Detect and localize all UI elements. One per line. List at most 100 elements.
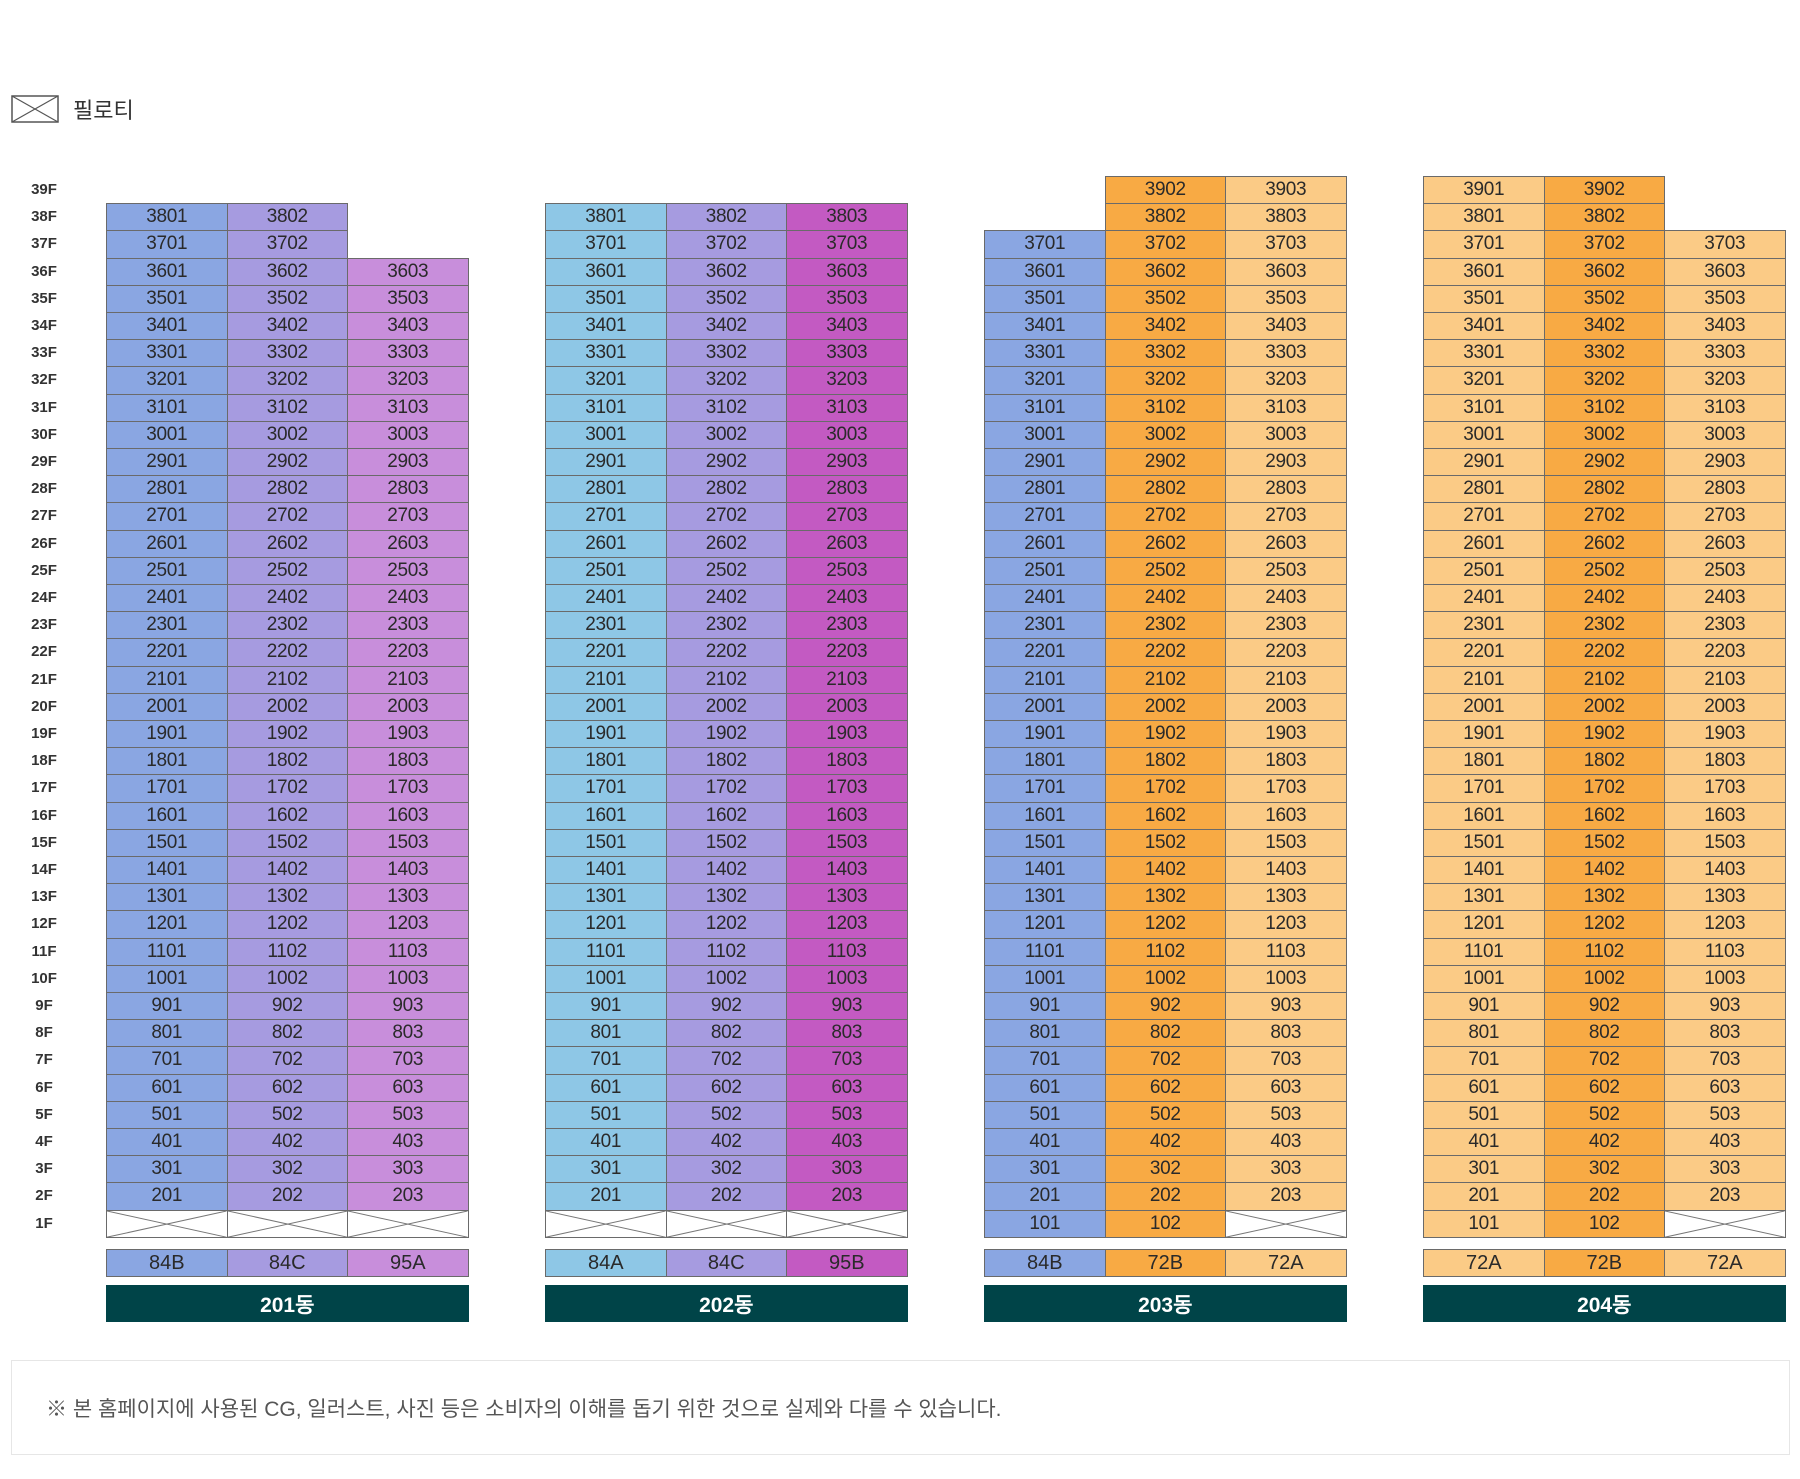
unit-cell[interactable]: 2802 <box>1543 475 1665 504</box>
unit-cell[interactable]: 402 <box>1104 1128 1226 1157</box>
unit-cell[interactable]: 2003 <box>347 692 469 721</box>
unit-cell[interactable]: 3802 <box>1543 203 1665 232</box>
unit-cell[interactable]: 301 <box>1423 1155 1545 1184</box>
unit-cell[interactable]: 2101 <box>545 665 667 694</box>
unit-cell[interactable]: 2703 <box>786 502 908 531</box>
unit-cell[interactable]: 3202 <box>1104 366 1226 395</box>
unit-cell[interactable]: 2803 <box>786 475 908 504</box>
unit-cell[interactable]: 1503 <box>347 828 469 857</box>
unit-cell[interactable]: 303 <box>347 1155 469 1184</box>
unit-cell[interactable]: 3401 <box>106 312 228 341</box>
unit-cell[interactable]: 302 <box>226 1155 348 1184</box>
unit-cell[interactable]: 3302 <box>226 339 348 368</box>
unit-cell[interactable]: 1003 <box>786 964 908 993</box>
unit-cell[interactable]: 3603 <box>1664 257 1786 286</box>
unit-cell[interactable]: 1601 <box>106 801 228 830</box>
unit-cell[interactable]: 1502 <box>1543 828 1665 857</box>
unit-cell[interactable]: 2701 <box>106 502 228 531</box>
unit-cell[interactable]: 1703 <box>786 774 908 803</box>
unit-cell[interactable]: 603 <box>1225 1073 1347 1102</box>
unit-cell[interactable]: 701 <box>106 1046 228 1075</box>
unit-cell[interactable]: 3703 <box>1225 230 1347 259</box>
unit-cell[interactable]: 603 <box>786 1073 908 1102</box>
unit-cell[interactable]: 1301 <box>1423 883 1545 912</box>
unit-cell[interactable]: 2902 <box>1104 448 1226 477</box>
unit-cell[interactable]: 403 <box>347 1128 469 1157</box>
unit-cell[interactable]: 1902 <box>665 720 787 749</box>
unit-cell[interactable]: 2602 <box>226 529 348 558</box>
unit-cell[interactable]: 2303 <box>1664 611 1786 640</box>
unit-cell[interactable]: 2201 <box>1423 638 1545 667</box>
unit-cell[interactable]: 3002 <box>226 420 348 449</box>
unit-cell[interactable]: 2702 <box>1543 502 1665 531</box>
unit-cell[interactable]: 2202 <box>1543 638 1665 667</box>
unit-cell[interactable]: 3501 <box>106 284 228 313</box>
unit-cell[interactable]: 2403 <box>347 584 469 613</box>
unit-cell[interactable]: 2701 <box>984 502 1106 531</box>
unit-cell[interactable]: 3501 <box>545 284 667 313</box>
unit-cell[interactable]: 3603 <box>786 257 908 286</box>
unit-cell[interactable]: 3901 <box>1423 176 1545 205</box>
unit-cell[interactable]: 901 <box>545 992 667 1021</box>
unit-cell[interactable]: 1301 <box>984 883 1106 912</box>
unit-cell[interactable]: 1102 <box>665 937 787 966</box>
unit-cell[interactable]: 502 <box>665 1100 787 1129</box>
unit-cell[interactable]: 1002 <box>226 964 348 993</box>
unit-cell[interactable]: 3802 <box>1104 203 1226 232</box>
unit-cell[interactable]: 703 <box>1664 1046 1786 1075</box>
unit-cell[interactable]: 2003 <box>1225 692 1347 721</box>
unit-cell[interactable]: 1603 <box>786 801 908 830</box>
unit-cell[interactable]: 1903 <box>1664 720 1786 749</box>
unit-cell[interactable]: 2103 <box>1225 665 1347 694</box>
unit-cell[interactable]: 2601 <box>984 529 1106 558</box>
unit-cell[interactable]: 3402 <box>226 312 348 341</box>
unit-cell[interactable]: 2403 <box>1225 584 1347 613</box>
unit-cell[interactable]: 902 <box>226 992 348 1021</box>
unit-cell[interactable]: 1602 <box>1543 801 1665 830</box>
unit-cell[interactable]: 3202 <box>1543 366 1665 395</box>
unit-cell[interactable]: 1203 <box>347 910 469 939</box>
unit-cell[interactable]: 2603 <box>1664 529 1786 558</box>
unit-cell[interactable]: 1202 <box>665 910 787 939</box>
unit-cell[interactable]: 101 <box>984 1209 1106 1238</box>
unit-cell[interactable]: 3601 <box>545 257 667 286</box>
unit-cell[interactable]: 602 <box>1104 1073 1226 1102</box>
unit-cell[interactable]: 1103 <box>1664 937 1786 966</box>
unit-cell[interactable]: 3701 <box>984 230 1106 259</box>
unit-cell[interactable]: 3602 <box>1104 257 1226 286</box>
unit-cell[interactable]: 501 <box>984 1100 1106 1129</box>
unit-cell[interactable]: 3702 <box>1104 230 1226 259</box>
unit-cell[interactable]: 2903 <box>347 448 469 477</box>
unit-cell[interactable]: 401 <box>545 1128 667 1157</box>
unit-cell[interactable]: 401 <box>106 1128 228 1157</box>
unit-cell[interactable]: 1801 <box>106 747 228 776</box>
unit-cell[interactable]: 3702 <box>226 230 348 259</box>
unit-cell[interactable]: 603 <box>1664 1073 1786 1102</box>
unit-cell[interactable]: 1703 <box>1225 774 1347 803</box>
unit-cell[interactable]: 3001 <box>1423 420 1545 449</box>
unit-cell[interactable]: 3702 <box>665 230 787 259</box>
unit-cell[interactable]: 2702 <box>226 502 348 531</box>
unit-cell[interactable]: 1601 <box>1423 801 1545 830</box>
unit-cell[interactable]: 1801 <box>545 747 667 776</box>
unit-cell[interactable]: 2501 <box>984 556 1106 585</box>
unit-cell[interactable]: 3402 <box>1543 312 1665 341</box>
unit-cell[interactable]: 201 <box>1423 1182 1545 1211</box>
unit-cell[interactable]: 2102 <box>1543 665 1665 694</box>
unit-cell[interactable]: 2103 <box>786 665 908 694</box>
unit-cell[interactable]: 1903 <box>1225 720 1347 749</box>
unit-cell[interactable]: 2102 <box>226 665 348 694</box>
unit-cell[interactable]: 2402 <box>665 584 787 613</box>
unit-cell[interactable]: 2002 <box>226 692 348 721</box>
unit-cell[interactable]: 2703 <box>1225 502 1347 531</box>
unit-cell[interactable]: 3501 <box>1423 284 1545 313</box>
unit-cell[interactable]: 2902 <box>226 448 348 477</box>
unit-cell[interactable]: 2803 <box>347 475 469 504</box>
unit-cell[interactable]: 1003 <box>347 964 469 993</box>
unit-cell[interactable]: 1901 <box>106 720 228 749</box>
unit-cell[interactable]: 302 <box>1543 1155 1665 1184</box>
unit-cell[interactable]: 3201 <box>984 366 1106 395</box>
unit-cell[interactable]: 703 <box>786 1046 908 1075</box>
unit-cell[interactable]: 1801 <box>1423 747 1545 776</box>
unit-cell[interactable]: 2203 <box>1225 638 1347 667</box>
